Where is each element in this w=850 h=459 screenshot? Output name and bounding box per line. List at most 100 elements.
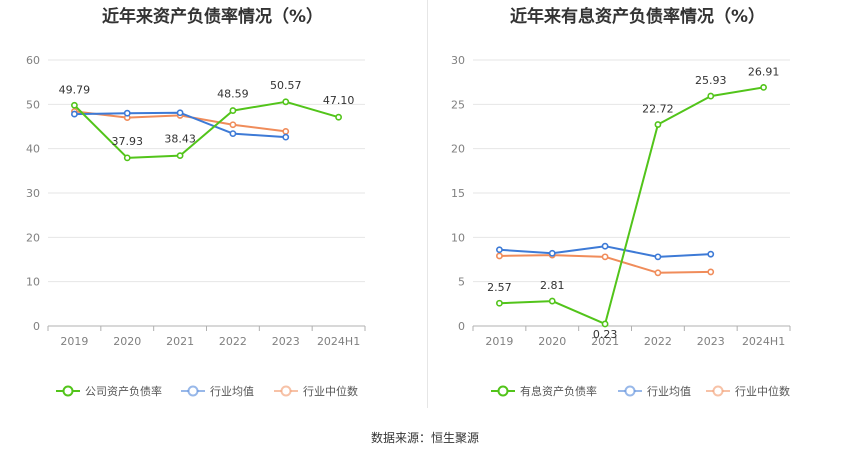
x-tick-label: 2023 <box>697 335 725 348</box>
data-point <box>176 109 184 117</box>
series-1 <box>496 242 715 261</box>
legend-item: 行业中位数 <box>274 384 358 398</box>
y-tick-label: 0 <box>33 320 40 333</box>
legend-label: 行业均值 <box>647 385 691 398</box>
data-point <box>707 92 715 100</box>
data-point <box>123 109 131 117</box>
data-label: 48.59 <box>217 88 249 101</box>
legend-item: 行业均值 <box>181 385 254 398</box>
y-tick-label: 10 <box>451 231 465 244</box>
data-point <box>654 253 662 261</box>
data-label: 0.23 <box>593 328 618 341</box>
x-tick-label: 2020 <box>113 335 141 348</box>
y-tick-label: 40 <box>26 143 40 156</box>
legend-marker-icon <box>624 385 636 397</box>
legend-label: 行业均值 <box>210 385 254 398</box>
data-point <box>654 269 662 277</box>
data-point <box>229 130 237 137</box>
x-tick-label: 2024H1 <box>742 335 785 348</box>
x-tick-label: 2019 <box>485 335 513 348</box>
data-label: 2.57 <box>487 281 512 294</box>
gridlines <box>48 59 365 327</box>
x-tick-label: 2021 <box>591 335 619 348</box>
legend-label: 公司资产负债率 <box>85 384 162 398</box>
legend-label: 行业中位数 <box>303 384 358 398</box>
data-label: 2.81 <box>540 279 565 292</box>
legend-label: 行业中位数 <box>735 384 790 398</box>
y-tick-label: 50 <box>26 98 40 111</box>
legend-marker-icon <box>712 385 724 397</box>
data-point <box>548 249 556 257</box>
data-label: 50.57 <box>270 79 302 92</box>
data-point <box>496 299 503 307</box>
y-tick-label: 60 <box>26 54 40 67</box>
data-point <box>760 83 767 91</box>
data-point <box>229 121 237 129</box>
data-point <box>71 110 78 118</box>
data-point <box>654 121 662 128</box>
x-tick-label: 2019 <box>60 335 88 348</box>
data-point <box>707 250 715 258</box>
data-point <box>282 133 290 141</box>
series-line <box>73 100 339 159</box>
series-0: 2.57 2.81 0.23 22.72 25.93 26.91 <box>487 65 779 341</box>
series-0: 49.79 37.93 38.43 48.59 50.57 47.10 <box>59 79 355 162</box>
data-point <box>707 268 715 276</box>
data-label: 25.93 <box>695 74 727 87</box>
y-tick-label: 30 <box>451 54 465 67</box>
chart-title: 近年来有息资产负债率情况（%） <box>509 7 766 27</box>
y-tick-label: 0 <box>458 320 465 333</box>
x-tick-label: 2021 <box>166 335 194 348</box>
series-1 <box>71 109 290 141</box>
data-point <box>282 98 290 106</box>
chart-panel-debt-ratio: 近年来资产负债率情况（%） 0 10 20 30 40 50 60 2019 2020 2021 2… <box>0 0 425 410</box>
data-point <box>282 127 290 135</box>
legend-item: 行业均值 <box>618 385 691 398</box>
x-tick-label: 2023 <box>272 335 300 348</box>
panel-divider <box>427 0 428 408</box>
data-source: 数据来源：恒生聚源 <box>370 431 479 445</box>
y-tick-label: 30 <box>26 187 40 200</box>
y-tick-label: 20 <box>451 143 465 156</box>
legend-item: 有息资产负债率 <box>491 384 597 398</box>
x-tick-label: 2022 <box>644 335 672 348</box>
y-tick-label: 15 <box>451 187 465 200</box>
data-label: 47.10 <box>323 94 355 107</box>
legend: 公司资产负债率 行业均值 行业中位数 <box>56 384 358 398</box>
chart-title: 近年来资产负债率情况（%） <box>101 7 324 27</box>
gridlines <box>473 59 790 327</box>
y-tick-label: 5 <box>458 276 465 289</box>
y-tick-label: 10 <box>26 276 40 289</box>
data-point <box>71 101 78 109</box>
data-point <box>601 253 609 261</box>
data-point <box>548 297 556 305</box>
series-line <box>499 86 764 325</box>
legend-marker-icon <box>280 385 292 397</box>
data-label: 38.43 <box>164 133 196 146</box>
data-point <box>229 107 237 114</box>
data-point <box>601 242 609 250</box>
legend: 有息资产负债率 行业均值 行业中位数 <box>491 384 790 398</box>
data-point <box>335 113 342 121</box>
data-label: 37.93 <box>112 135 144 148</box>
legend-item: 行业中位数 <box>706 384 790 398</box>
data-label: 26.91 <box>748 65 780 78</box>
data-point <box>601 320 609 328</box>
x-tick-label: 2022 <box>219 335 247 348</box>
y-tick-label: 20 <box>26 231 40 244</box>
x-tick-label: 2020 <box>538 335 566 348</box>
x-tick-label: 2024H1 <box>317 335 360 348</box>
chart-panel-interest-debt-ratio: 近年来有息资产负债率情况（%） 0 5 10 15 20 25 30 2019 2020 2021… <box>425 0 850 410</box>
y-tick-label: 25 <box>451 98 465 111</box>
data-label: 49.79 <box>59 83 91 96</box>
data-label: 22.72 <box>642 103 674 116</box>
legend-marker-icon <box>497 385 509 397</box>
debt-ratio-chart: 0 10 20 30 40 50 60 2019 2020 2021 2022 2023 2024H1 4… <box>26 54 366 398</box>
legend-item: 公司资产负债率 <box>56 384 162 398</box>
legend-marker-icon <box>187 385 199 397</box>
legend-label: 有息资产负债率 <box>520 384 597 398</box>
data-point <box>496 246 503 254</box>
data-point <box>176 152 184 160</box>
data-point <box>496 252 503 260</box>
